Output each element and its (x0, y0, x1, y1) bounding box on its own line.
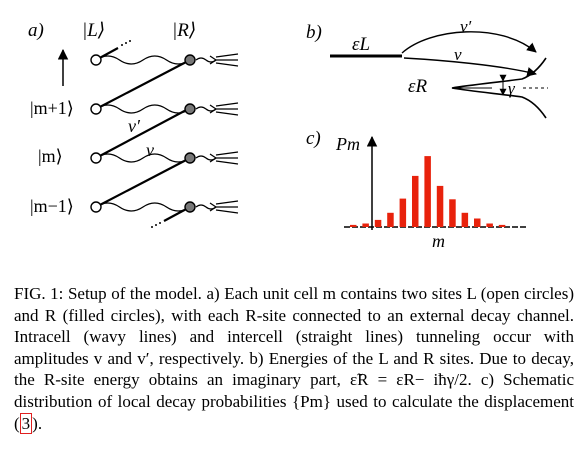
intercell-amp-label-a: v′ (128, 116, 141, 136)
figure-1: a) |L⟩ |R⟩ |m+1⟩ |m⟩ |m−1⟩ v′ v (28, 17, 548, 251)
gamma-label: γ (508, 79, 516, 98)
r-site (184, 54, 196, 66)
r-site (184, 103, 196, 115)
bar (436, 185, 444, 227)
intracell-links (95, 55, 191, 212)
caption-label: FIG. 1: (14, 284, 64, 303)
intercell-dots (121, 40, 161, 228)
panel-b-label: b) (306, 22, 322, 43)
panel-c: c) Pm m (306, 128, 528, 251)
l-site (90, 54, 102, 66)
site-l-label: |L⟩ (82, 20, 105, 41)
bar (350, 224, 357, 227)
y-axis-label: Pm (335, 134, 360, 154)
panel-c-label: c) (306, 128, 321, 149)
eps-l-label: εL (352, 34, 370, 55)
bar (387, 212, 394, 227)
r-site (184, 201, 196, 213)
intracell-amp-label-a: v (146, 140, 154, 160)
bar-series (350, 156, 506, 227)
caption-text-2: ). (32, 413, 43, 433)
row-label-m: |m⟩ (38, 146, 63, 166)
figure-caption: FIG. 1: Setup of the model. a) Each unit… (14, 283, 574, 434)
r-site (184, 152, 196, 164)
panel-b: b) εL v′ v εR γ (306, 17, 548, 119)
bar (424, 156, 431, 227)
l-site (90, 201, 102, 213)
eps-r-label: εR (408, 76, 427, 97)
bar (412, 175, 419, 227)
intracell-amp-label-b: v (454, 45, 462, 64)
l-site (90, 152, 102, 164)
bar (474, 218, 481, 227)
panel-a: a) |L⟩ |R⟩ |m+1⟩ |m⟩ |m−1⟩ v′ v (28, 20, 239, 228)
bar (486, 223, 493, 227)
bar (362, 223, 369, 227)
site-r-label: |R⟩ (172, 20, 196, 41)
intracell-arrow-b (403, 57, 537, 77)
decay-channels (195, 53, 239, 214)
bar (449, 199, 456, 227)
l-site (90, 103, 102, 115)
row-label-m-minus-1: |m−1⟩ (30, 196, 74, 216)
intercell-amp-label-b: v′ (460, 17, 472, 36)
bar (461, 212, 469, 227)
l-sites (90, 54, 102, 213)
citation-link[interactable]: 3 (19, 412, 33, 434)
x-axis-label: m (432, 231, 445, 251)
r-sites (184, 54, 196, 213)
bar (498, 224, 506, 227)
bar (374, 219, 382, 227)
row-label-m-plus-1: |m+1⟩ (30, 98, 74, 118)
intercell-arrow-b (401, 31, 537, 54)
bar (399, 198, 407, 227)
caption-text-1: Setup of the model. a) Each unit cell m … (14, 284, 575, 433)
panel-a-label: a) (28, 20, 44, 41)
intercell-links (95, 47, 191, 208)
